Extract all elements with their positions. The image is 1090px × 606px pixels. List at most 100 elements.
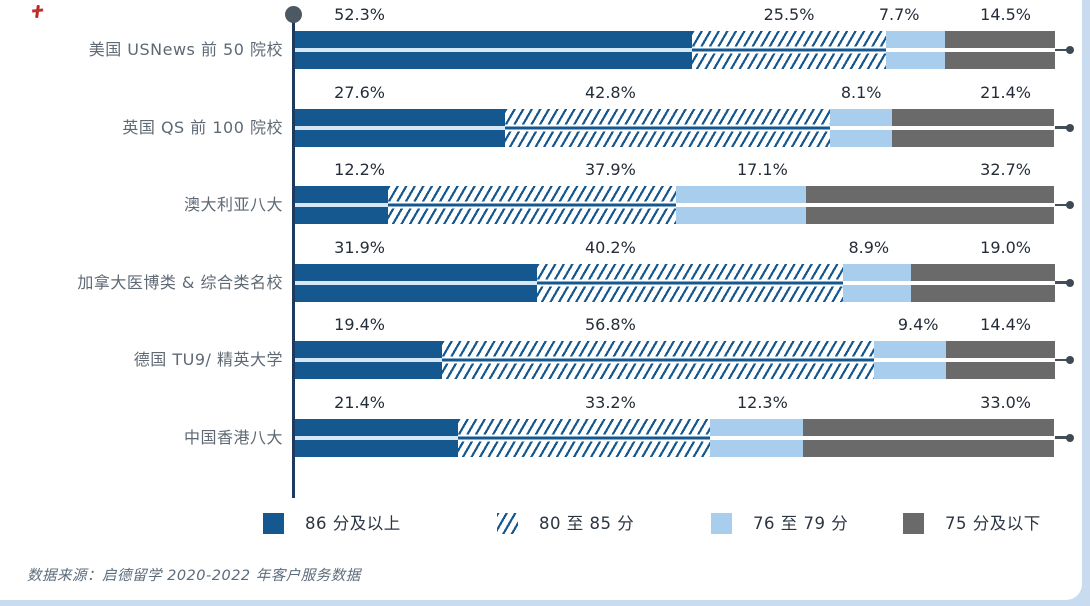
bar-segment-solid_light_blue <box>874 341 946 379</box>
bar-segment-solid_gray <box>803 418 1055 457</box>
bar-segment-solid_dark_blue <box>295 418 458 457</box>
bar-midline <box>692 46 887 54</box>
bar-midline <box>945 358 1055 362</box>
bar-midline <box>295 435 458 440</box>
value-label: 32.7% <box>980 160 1032 179</box>
bar-segment-hatched_diagonal <box>692 31 887 69</box>
row-label: 美国 USNews 前 50 院校 <box>88 40 283 59</box>
bar-midline <box>886 48 945 52</box>
value-label: 56.8% <box>584 315 636 334</box>
bar-midline <box>944 48 1055 52</box>
bar-midline <box>891 125 1055 130</box>
legend-swatch-75-and-below <box>903 513 924 534</box>
bar-midline <box>910 280 1055 285</box>
bar-midline <box>295 358 443 362</box>
connector-line <box>1055 436 1068 439</box>
bar-segment-solid_light_blue <box>830 108 892 147</box>
bar-midline <box>842 280 911 285</box>
bar-midline <box>295 280 538 285</box>
legend-label-75-and-below: 75 分及以下 <box>945 514 1041 533</box>
bar-segment-solid_light_blue <box>709 418 804 457</box>
connector-dot <box>1066 201 1074 209</box>
bar-midline <box>830 125 892 130</box>
bar-segment-solid_gray <box>805 186 1055 224</box>
bar-segment-solid_dark_blue <box>295 108 505 147</box>
value-label: 21.4% <box>334 392 386 412</box>
legend-label-76-to-79: 76 至 79 分 <box>753 514 849 533</box>
value-label: 52.3% <box>334 5 386 24</box>
bar-midline <box>442 356 875 364</box>
legend-swatch-76-to-79 <box>711 513 732 534</box>
bar-midline <box>709 435 804 440</box>
bar-segment-solid_dark_blue <box>295 31 693 69</box>
bar-segment-solid_light_blue <box>886 31 945 69</box>
value-label: 19.0% <box>980 237 1032 257</box>
legend-label-86-and-above: 86 分及以上 <box>305 514 401 533</box>
bar-segment-solid_gray <box>910 263 1055 302</box>
value-label: 14.5% <box>980 5 1032 24</box>
bar-segment-solid_light_blue <box>842 263 911 302</box>
connector-line <box>1055 126 1068 129</box>
connector-line <box>1055 281 1068 284</box>
bar-midline <box>537 279 843 286</box>
bar-midline <box>387 201 676 209</box>
value-label: 8.1% <box>840 82 882 102</box>
bar-midline <box>874 358 946 362</box>
value-label: 14.4% <box>980 315 1032 334</box>
source-note: 数据来源：启德留学 2020-2022 年客户服务数据 <box>27 568 361 584</box>
row-label: 中国香港八大 <box>183 427 283 447</box>
connector-line <box>1055 48 1068 52</box>
value-label: 37.9% <box>584 160 636 179</box>
bar-midline <box>295 203 388 207</box>
value-label: 33.0% <box>980 392 1032 412</box>
row-label: 德国 TU9/ 精英大学 <box>133 350 283 369</box>
bar-segment-solid_gray <box>891 108 1055 147</box>
connector-line <box>1055 203 1068 207</box>
legend-swatch-80-to-85 <box>497 513 518 534</box>
y-axis-top-dot <box>285 6 302 23</box>
bar-midline <box>457 434 710 441</box>
value-label: 17.1% <box>736 160 788 179</box>
value-label: 7.7% <box>878 5 920 24</box>
bar-midline <box>504 124 831 131</box>
bar-segment-hatched_diagonal <box>442 341 875 379</box>
value-label: 40.2% <box>584 237 636 257</box>
value-label: 19.4% <box>334 315 386 334</box>
value-label: 31.9% <box>334 237 386 257</box>
bar-midline <box>805 203 1055 207</box>
row-label: 英国 QS 前 100 院校 <box>122 117 283 137</box>
legend-swatch-86-and-above <box>263 513 284 534</box>
row-label: 澳大利亚八大 <box>183 195 283 214</box>
bar-segment-solid_gray <box>945 341 1055 379</box>
bar-segment-solid_gray <box>944 31 1055 69</box>
connector-dot <box>1066 123 1074 132</box>
bar-midline <box>295 48 693 52</box>
legend: 86 分及以上 80 至 85 分 76 至 79 分 75 分及以下 <box>0 510 1090 542</box>
value-label: 25.5% <box>763 5 815 24</box>
bar-segment-hatched_diagonal <box>504 108 831 147</box>
connector-line <box>1055 358 1068 362</box>
y-axis-line <box>292 14 295 498</box>
connector-dot <box>1066 356 1074 364</box>
value-label: 12.2% <box>334 160 386 179</box>
connector-dot <box>1066 433 1074 442</box>
value-label: 33.2% <box>584 392 636 412</box>
bar-midline <box>295 125 505 130</box>
bar-segment-solid_dark_blue <box>295 186 388 224</box>
value-label: 21.4% <box>980 82 1032 102</box>
value-label: 27.6% <box>334 82 386 102</box>
value-label: 12.3% <box>736 392 788 412</box>
bar-segment-solid_dark_blue <box>295 341 443 379</box>
bar-midline <box>803 435 1055 440</box>
bar-segment-hatched_diagonal <box>457 418 710 457</box>
legend-label-80-to-85: 80 至 85 分 <box>539 514 635 533</box>
bar-segment-hatched_diagonal <box>387 186 676 224</box>
value-label: 8.9% <box>848 237 890 257</box>
value-label: 42.8% <box>584 82 636 102</box>
connector-dot <box>1066 46 1074 54</box>
bar-segment-solid_light_blue <box>675 186 806 224</box>
bar-segment-hatched_diagonal <box>537 263 843 302</box>
row-label: 加拿大医博类 & 综合类名校 <box>77 272 283 292</box>
value-label: 9.4% <box>897 315 939 334</box>
